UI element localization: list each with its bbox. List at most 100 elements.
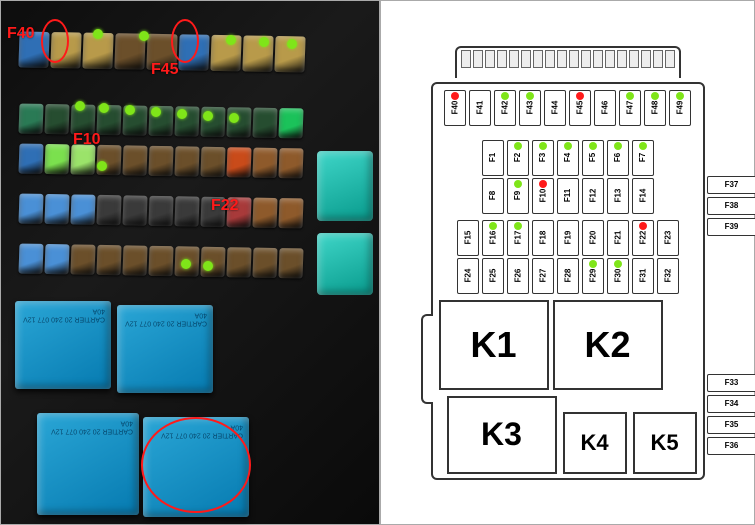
fuse-f17: F17 bbox=[507, 220, 529, 256]
fuse-f4: F4 bbox=[557, 140, 579, 176]
fusebox-diagram: F40F41F42F43F44F45F46F47F48F49 F1F2F3F4F5… bbox=[380, 0, 755, 525]
marker-red bbox=[639, 222, 647, 230]
fuse-f32: F32 bbox=[657, 258, 679, 294]
fuse-f36: F36 bbox=[707, 437, 755, 455]
fuse-f1: F1 bbox=[482, 140, 504, 176]
fuse-f25: F25 bbox=[482, 258, 504, 294]
photo-fuse bbox=[278, 198, 303, 228]
fuse-row-0: F40F41F42F43F44F45F46F47F48F49 bbox=[439, 90, 697, 126]
marker-green bbox=[564, 142, 572, 150]
fuse-f40: F40 bbox=[444, 90, 466, 126]
photo-fuse bbox=[174, 196, 199, 226]
marker-green bbox=[514, 222, 522, 230]
photo-fuse bbox=[96, 195, 121, 225]
relay-k1: K1 bbox=[439, 300, 549, 390]
marker-green bbox=[614, 142, 622, 150]
fuse-f39: F39 bbox=[707, 218, 755, 236]
relay-k3: K3 bbox=[447, 396, 557, 474]
highlight-dot bbox=[177, 109, 187, 119]
photo-fuse bbox=[226, 247, 251, 277]
fuse-f5: F5 bbox=[582, 140, 604, 176]
fuse-f3: F3 bbox=[532, 140, 554, 176]
marker-red bbox=[576, 92, 584, 100]
highlight-dot bbox=[75, 101, 85, 111]
fuse-f18: F18 bbox=[532, 220, 554, 256]
fuse-f22: F22 bbox=[632, 220, 654, 256]
photo-fuse bbox=[226, 147, 251, 177]
annotation-circle bbox=[41, 19, 69, 63]
photo-fuse bbox=[278, 248, 303, 278]
fuse-f9: F9 bbox=[507, 178, 529, 214]
photo-fuse bbox=[148, 146, 173, 176]
fuse-f43: F43 bbox=[519, 90, 541, 126]
photo-fuse bbox=[18, 244, 43, 274]
photo-fuse bbox=[148, 196, 173, 226]
marker-red bbox=[539, 180, 547, 188]
teal-module bbox=[317, 233, 373, 295]
fuse-row-1: F1F2F3F4F5F6F7 bbox=[439, 140, 697, 176]
photo-fuse bbox=[252, 248, 277, 278]
left-notch bbox=[421, 314, 433, 404]
highlight-dot bbox=[226, 35, 236, 45]
highlight-dot bbox=[93, 29, 103, 39]
marker-green bbox=[626, 92, 634, 100]
photo-fuse bbox=[44, 104, 69, 134]
top-connector bbox=[431, 46, 705, 78]
highlight-dot bbox=[151, 107, 161, 117]
photo-fuse bbox=[70, 244, 95, 274]
marker-green bbox=[514, 180, 522, 188]
highlight-dot bbox=[139, 31, 149, 41]
fuse-f45: F45 bbox=[569, 90, 591, 126]
marker-green bbox=[639, 142, 647, 150]
fuse-f12: F12 bbox=[582, 178, 604, 214]
highlight-dot bbox=[97, 161, 107, 171]
fuse-f29: F29 bbox=[582, 258, 604, 294]
photo-fuse bbox=[226, 107, 251, 137]
marker-green bbox=[489, 222, 497, 230]
relay-k5: K5 bbox=[633, 412, 697, 474]
fuse-f19: F19 bbox=[557, 220, 579, 256]
photo-fuse bbox=[18, 104, 43, 134]
photo-fuse bbox=[122, 145, 147, 175]
fusebox-outline: F40F41F42F43F44F45F46F47F48F49 F1F2F3F4F5… bbox=[431, 82, 705, 480]
photo-relay: CARTIER 20 240 077 12V 40A bbox=[117, 305, 213, 393]
annotation-label: F40 bbox=[7, 25, 35, 43]
fuse-f30: F30 bbox=[607, 258, 629, 294]
highlight-dot bbox=[99, 103, 109, 113]
photo-relay: CARTIER 20 240 077 12V 40A bbox=[37, 413, 139, 515]
teal-module bbox=[317, 151, 373, 221]
fuse-f21: F21 bbox=[607, 220, 629, 256]
fuse-f48: F48 bbox=[644, 90, 666, 126]
marker-green bbox=[539, 142, 547, 150]
marker-green bbox=[514, 142, 522, 150]
fuse-f28: F28 bbox=[557, 258, 579, 294]
photo-fuse bbox=[44, 244, 69, 274]
fuse-f20: F20 bbox=[582, 220, 604, 256]
highlight-dot bbox=[203, 261, 213, 271]
marker-green bbox=[501, 92, 509, 100]
fuse-row-2: F8F9F10F11F12F13F14 bbox=[439, 178, 697, 214]
fuse-f46: F46 bbox=[594, 90, 616, 126]
highlight-dot bbox=[259, 37, 269, 47]
fusebox-photo: CARTIER 20 240 077 12V 40A CARTIER 20 240… bbox=[0, 0, 380, 525]
fuse-f35: F35 bbox=[707, 416, 755, 434]
fuse-f13: F13 bbox=[607, 178, 629, 214]
fuse-f37: F37 bbox=[707, 176, 755, 194]
highlight-dot bbox=[203, 111, 213, 121]
fuse-f47: F47 bbox=[619, 90, 641, 126]
photo-fuse bbox=[278, 148, 303, 178]
marker-green bbox=[651, 92, 659, 100]
annotation-label: F10 bbox=[73, 131, 101, 149]
fuse-f31: F31 bbox=[632, 258, 654, 294]
photo-fuse bbox=[174, 146, 199, 176]
relay-k2: K2 bbox=[553, 300, 663, 390]
annotation-circle bbox=[141, 417, 251, 513]
highlight-dot bbox=[229, 113, 239, 123]
marker-green bbox=[589, 260, 597, 268]
fuse-f41: F41 bbox=[469, 90, 491, 126]
annotation-label: F45 bbox=[151, 61, 179, 79]
fuse-f27: F27 bbox=[532, 258, 554, 294]
side-fuses-top: F37 F38 F39 bbox=[707, 176, 755, 236]
fuse-f38: F38 bbox=[707, 197, 755, 215]
fuse-f15: F15 bbox=[457, 220, 479, 256]
